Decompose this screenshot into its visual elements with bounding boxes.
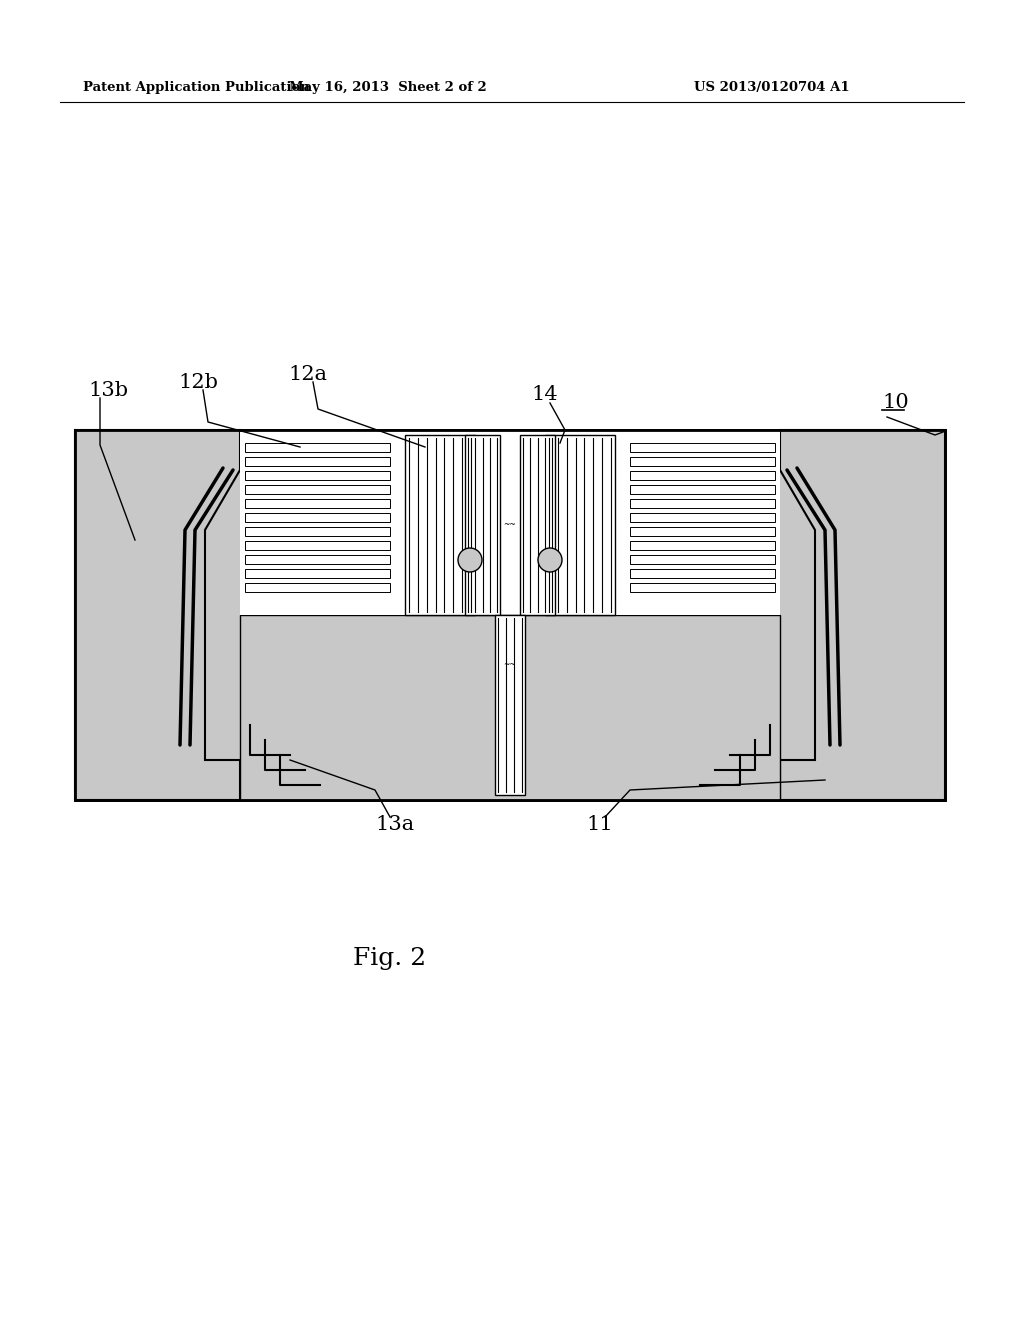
Bar: [240, 430, 780, 615]
Text: 14: 14: [531, 385, 558, 404]
Bar: [245, 444, 390, 451]
Bar: [77, 432, 943, 799]
Bar: [245, 457, 390, 466]
Text: 11: 11: [587, 816, 613, 834]
Bar: [630, 583, 775, 591]
Bar: [630, 444, 775, 451]
Bar: [630, 541, 775, 550]
Bar: [245, 527, 390, 536]
Bar: [465, 436, 500, 615]
Bar: [245, 583, 390, 591]
Bar: [630, 569, 775, 578]
Bar: [75, 430, 945, 800]
Bar: [406, 436, 475, 615]
Bar: [630, 484, 775, 494]
Bar: [240, 615, 780, 800]
Bar: [245, 484, 390, 494]
Bar: [245, 499, 390, 508]
Bar: [240, 436, 406, 615]
Bar: [245, 541, 390, 550]
Text: Patent Application Publication: Patent Application Publication: [83, 81, 309, 94]
Polygon shape: [75, 430, 240, 800]
Text: US 2013/0120704 A1: US 2013/0120704 A1: [694, 81, 850, 94]
Bar: [630, 554, 775, 564]
Bar: [630, 527, 775, 536]
Bar: [615, 436, 780, 615]
Text: 10: 10: [882, 393, 908, 412]
Bar: [495, 615, 525, 795]
Bar: [545, 436, 615, 615]
Bar: [520, 436, 555, 615]
Bar: [75, 430, 945, 800]
Text: 12a: 12a: [289, 364, 328, 384]
Bar: [630, 499, 775, 508]
Text: May 16, 2013  Sheet 2 of 2: May 16, 2013 Sheet 2 of 2: [289, 81, 486, 94]
Bar: [245, 569, 390, 578]
Bar: [630, 471, 775, 480]
Polygon shape: [780, 430, 945, 800]
Text: ~~: ~~: [504, 660, 516, 669]
Text: ~~: ~~: [504, 520, 516, 529]
Circle shape: [458, 548, 482, 572]
Bar: [630, 513, 775, 521]
Text: Fig. 2: Fig. 2: [353, 946, 427, 969]
Text: 12b: 12b: [178, 372, 218, 392]
Text: 13a: 13a: [376, 816, 415, 834]
Bar: [245, 513, 390, 521]
Circle shape: [538, 548, 562, 572]
Bar: [245, 471, 390, 480]
Bar: [245, 554, 390, 564]
Bar: [630, 457, 775, 466]
Text: 13b: 13b: [88, 380, 128, 400]
